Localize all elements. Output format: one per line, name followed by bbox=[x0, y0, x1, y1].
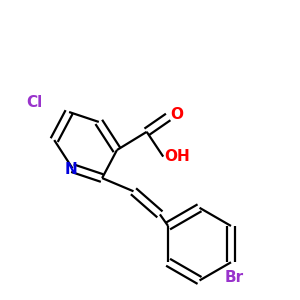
Text: O: O bbox=[170, 107, 183, 122]
Text: OH: OH bbox=[164, 149, 190, 164]
Text: Br: Br bbox=[225, 270, 244, 285]
Text: N: N bbox=[64, 162, 77, 177]
Text: Cl: Cl bbox=[26, 94, 43, 110]
